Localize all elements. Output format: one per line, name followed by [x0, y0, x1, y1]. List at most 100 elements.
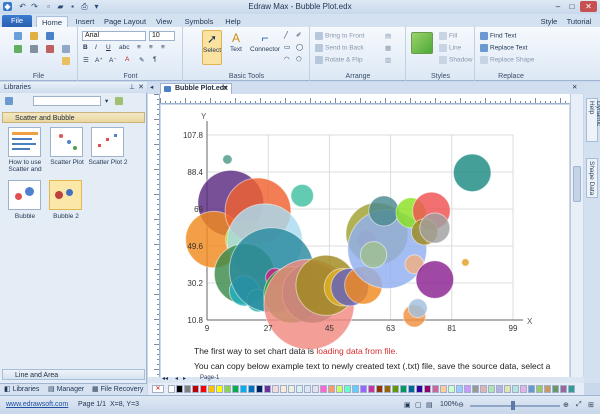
tab-libraries[interactable]: ◧ Libraries [4, 386, 40, 393]
find-text-button[interactable]: Find Text [480, 32, 516, 40]
page-next-icon[interactable]: ▸ [183, 376, 187, 382]
color-swatch[interactable] [208, 385, 215, 393]
color-swatch[interactable] [544, 385, 551, 393]
color-swatch[interactable] [360, 385, 367, 393]
drawing-canvas[interactable]: 9 27 45 63 81 99 10.8 30.2 49.6 69 88.4 107.8 X Y The… [161, 105, 569, 377]
color-swatch[interactable] [416, 385, 423, 393]
strikethrough-button[interactable]: abc [119, 44, 130, 51]
decrease-font-icon[interactable]: A⁻ [109, 57, 117, 64]
color-swatch[interactable] [392, 385, 399, 393]
color-swatch[interactable] [480, 385, 487, 393]
document-tab[interactable]: Bubble Plot.edx ✕ [160, 83, 232, 94]
color-swatch[interactable] [344, 385, 351, 393]
page-tab[interactable]: Page-1 [200, 375, 219, 381]
tutorial-button[interactable]: Tutorial [562, 16, 596, 27]
zoom-in-icon[interactable]: ⊕ [563, 402, 569, 409]
save-doc-icon[interactable] [46, 32, 56, 40]
color-swatch[interactable] [384, 385, 391, 393]
tab-help[interactable]: Help [225, 17, 241, 26]
doc-text-link[interactable]: loading data from file. [316, 346, 398, 356]
color-swatch[interactable] [272, 385, 279, 393]
replace-text-button[interactable]: Replace Text [480, 44, 527, 52]
style-button[interactable]: Style [540, 16, 558, 27]
align-left-icon[interactable]: ≡ [137, 44, 141, 51]
tab-scroll-left-icon[interactable]: ◂ [150, 84, 154, 91]
polygon-tool-icon[interactable]: ⬠ [296, 56, 302, 63]
color-swatch[interactable] [504, 385, 511, 393]
zoom-slider-thumb[interactable] [511, 401, 515, 410]
tab-dynamic-help[interactable]: Dynamic Help [586, 98, 600, 142]
color-swatch[interactable] [448, 385, 455, 393]
color-swatch[interactable] [168, 385, 175, 393]
new-icon[interactable]: ▫ [47, 2, 50, 11]
maximize-button[interactable]: □ [569, 2, 575, 11]
tab-home[interactable]: Home [36, 16, 68, 27]
italic-button[interactable]: I [95, 44, 97, 51]
panel-close-icon[interactable]: ✕ [138, 84, 144, 91]
category-scatter-and-bubble[interactable]: Scatter and Bubble [2, 112, 145, 123]
no-fill-swatch[interactable]: ✕ [152, 385, 164, 393]
line-button[interactable]: Line [439, 44, 461, 52]
color-swatch[interactable] [192, 385, 199, 393]
library-add-icon[interactable] [115, 97, 125, 105]
export-icon[interactable] [14, 45, 24, 53]
quick-style-icon[interactable] [411, 32, 433, 54]
font-color-icon[interactable]: A [125, 56, 130, 63]
arc-tool-icon[interactable]: ◠ [284, 56, 290, 63]
color-swatch[interactable] [432, 385, 439, 393]
color-swatch[interactable] [224, 385, 231, 393]
view-fullscreen-icon[interactable]: ▢ [415, 402, 422, 409]
library-menu-icon[interactable] [5, 97, 15, 105]
color-swatch[interactable] [264, 385, 271, 393]
page-first-icon[interactable]: ◂◂ [162, 376, 169, 382]
tab-symbols[interactable]: Symbols [184, 17, 214, 26]
copy-icon[interactable] [62, 45, 72, 53]
select-tool-button[interactable]: ➚ Select [202, 30, 222, 65]
color-swatch[interactable] [336, 385, 343, 393]
vertical-scrollbar[interactable] [570, 94, 583, 377]
color-swatch[interactable] [288, 385, 295, 393]
document-close-icon[interactable]: ✕ [572, 84, 578, 91]
color-swatch[interactable] [400, 385, 407, 393]
font-size-select[interactable]: 10 [149, 31, 175, 41]
undo-icon[interactable]: ↶ [19, 2, 26, 11]
shadow-button[interactable]: Shadow [439, 56, 473, 64]
app-logo-icon[interactable]: ◆ [3, 2, 12, 11]
zoom-slider-track[interactable] [470, 405, 560, 407]
color-swatch[interactable] [496, 385, 503, 393]
print-doc-icon[interactable] [30, 45, 40, 53]
color-swatch[interactable] [488, 385, 495, 393]
color-swatch[interactable] [512, 385, 519, 393]
redo-icon[interactable]: ↷ [31, 2, 38, 11]
connector-tool-button[interactable]: ⌐ Connector [250, 30, 280, 65]
bubble-chart[interactable]: 9 27 45 63 81 99 10.8 30.2 49.6 69 88.4 107.8 X Y [161, 105, 569, 377]
view-normal-icon[interactable]: ▣ [404, 402, 411, 409]
paragraph-icon[interactable]: ¶ [153, 56, 157, 63]
library-item-bubble-2[interactable] [49, 180, 82, 210]
color-swatch[interactable] [248, 385, 255, 393]
color-swatch[interactable] [464, 385, 471, 393]
text-tool-button[interactable]: A Text [226, 30, 246, 65]
color-swatch[interactable] [528, 385, 535, 393]
color-swatch[interactable] [560, 385, 567, 393]
color-swatch[interactable] [216, 385, 223, 393]
color-swatch[interactable] [232, 385, 239, 393]
color-swatch[interactable] [376, 385, 383, 393]
pin-icon[interactable]: ⊥ [128, 84, 135, 91]
close-button[interactable]: ✕ [580, 1, 597, 12]
color-swatch[interactable] [296, 385, 303, 393]
tab-manager[interactable]: ▤ Manager [48, 386, 85, 393]
view-fit-icon[interactable]: ▤ [426, 402, 433, 409]
library-item-scatter-plot[interactable] [50, 127, 83, 157]
bullet-list-icon[interactable]: ☰ [83, 57, 89, 64]
format-painter-icon[interactable] [62, 57, 72, 65]
color-swatch[interactable] [536, 385, 543, 393]
scroll-thumb[interactable] [573, 166, 581, 202]
line-tool-icon[interactable]: ╱ [284, 32, 288, 39]
color-swatch[interactable] [304, 385, 311, 393]
zoom-out-icon[interactable]: ⊖ [458, 402, 464, 409]
color-swatch[interactable] [456, 385, 463, 393]
group-objects-icon[interactable]: ▦ [385, 45, 392, 52]
fill-button[interactable]: Fill [439, 32, 457, 40]
open-doc-icon[interactable] [30, 32, 40, 40]
